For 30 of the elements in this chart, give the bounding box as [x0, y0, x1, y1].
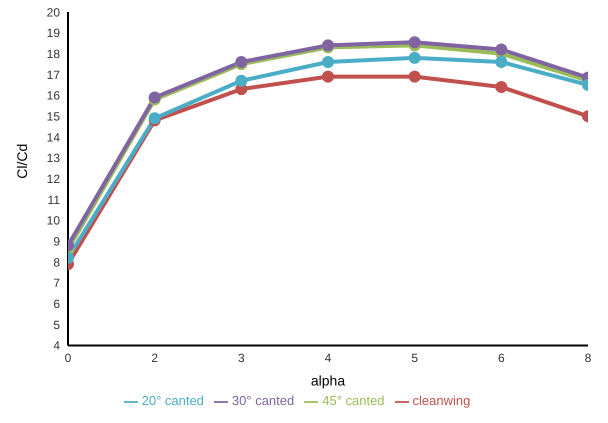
- y-tick-label: 15: [46, 109, 60, 124]
- x-tick-label: 3: [238, 350, 245, 365]
- legend-label: 20° canted: [142, 393, 204, 408]
- x-tick-label: 5: [411, 350, 418, 365]
- x-tick-label: 0: [64, 350, 72, 365]
- legend-label: cleanwing: [412, 393, 470, 408]
- y-tick-label: 9: [53, 234, 60, 248]
- legend-label: 45° canted: [322, 393, 385, 408]
- y-tick-label: 11: [48, 192, 60, 207]
- x-tick-label: 8: [584, 350, 592, 365]
- y-tick-label: 12: [46, 172, 60, 186]
- legend-label: 30° canted: [232, 393, 294, 408]
- y-tick-label: 7: [53, 276, 60, 290]
- y-tick-label: 19: [46, 26, 60, 40]
- y-tick-label: 16: [46, 88, 60, 103]
- x-axis-title: alpha: [310, 372, 346, 388]
- x-tick-label: 6: [498, 350, 505, 365]
- x-tick-label: 2: [151, 350, 158, 365]
- y-axis-title: Cl/Cd: [14, 144, 30, 179]
- y-tick-label: 4: [53, 338, 60, 353]
- y-tick-label: 17: [46, 68, 60, 82]
- y-tick-label: 14: [46, 130, 60, 144]
- y-tick-label: 18: [46, 46, 60, 61]
- y-tick-label: 6: [53, 297, 60, 312]
- y-tick-label: 5: [53, 318, 60, 332]
- y-tick-label: 20: [46, 5, 60, 20]
- y-tick-label: 8: [53, 255, 60, 270]
- x-tick-label: 4: [324, 350, 332, 365]
- y-tick-label: 10: [46, 214, 60, 228]
- y-tick-label: 13: [46, 151, 60, 166]
